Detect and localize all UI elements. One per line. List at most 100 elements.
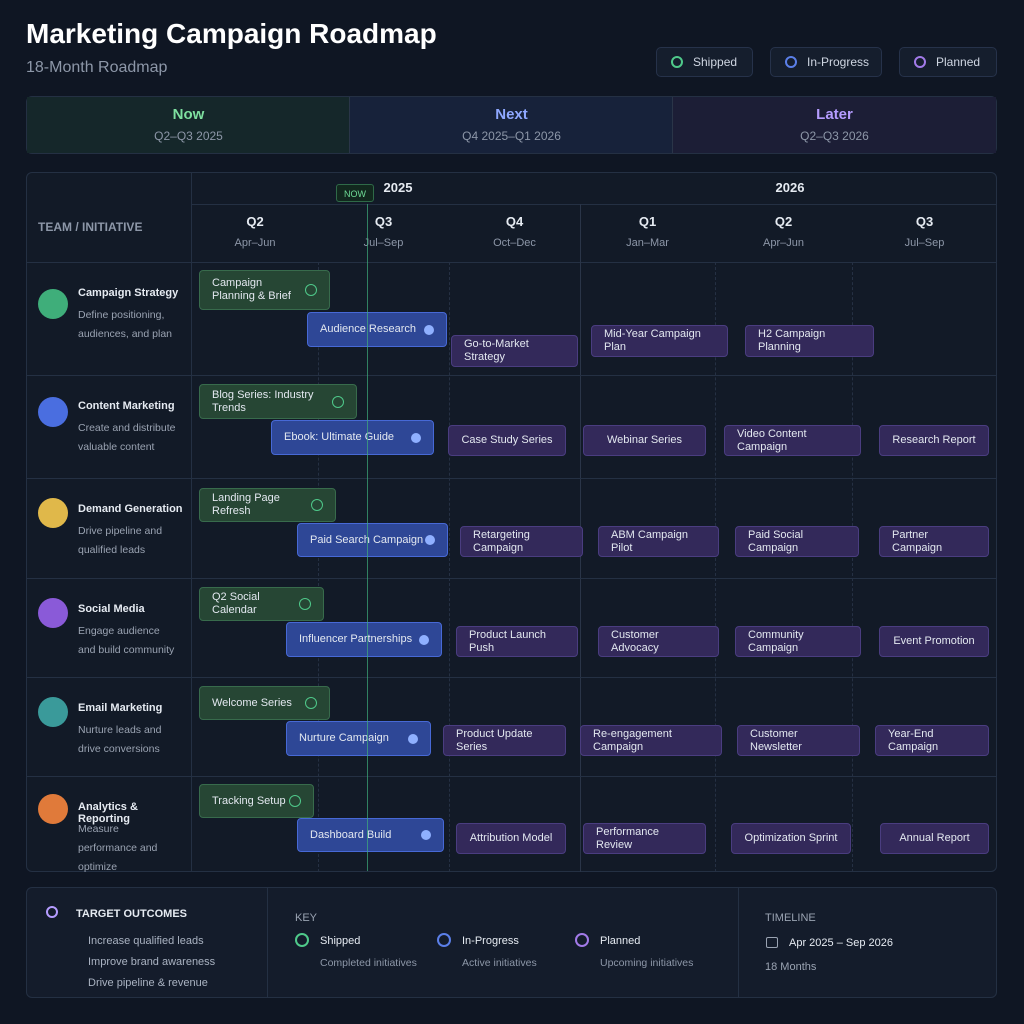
team-description: Nurture leads and drive conversions xyxy=(78,724,162,755)
legend-dot xyxy=(671,56,683,68)
initiative-label: Landing Page Refresh xyxy=(212,492,280,517)
legend-label: Planned xyxy=(936,55,981,69)
grid-line xyxy=(191,172,192,872)
grid-line xyxy=(192,204,997,205)
initiative-bar: Community Campaign xyxy=(735,626,861,657)
phase-bg xyxy=(673,97,996,153)
initiative-bar: Tracking Setup xyxy=(199,784,314,818)
initiative-label: Re-engagement Campaign xyxy=(593,727,672,753)
initiative-label: Annual Report xyxy=(899,832,970,844)
initiative-bar: Go-to-Market Strategy xyxy=(451,335,578,367)
initiative-label: Optimization Sprint xyxy=(744,832,838,844)
initiative-bar: Product Launch Push xyxy=(456,626,578,657)
quarter-label: Q4 xyxy=(505,214,524,229)
initiative-bar: Dashboard Build xyxy=(297,818,444,852)
initiative-bar: Video Content Campaign xyxy=(724,425,861,456)
progress-dot xyxy=(425,535,435,545)
calendar-icon xyxy=(766,937,778,948)
shipped-check xyxy=(332,395,344,408)
initiative-bar: Event Promotion xyxy=(879,626,989,657)
progress-dot xyxy=(421,830,431,840)
initiative-label: ABM Campaign Pilot xyxy=(611,528,689,554)
key-icon xyxy=(295,933,309,947)
quarter-months: Oct–Dec xyxy=(493,237,536,249)
initiative-bar: Performance Review xyxy=(583,823,706,854)
team-description: Define positioning, audiences, and plan xyxy=(78,309,172,340)
grid-line xyxy=(26,578,997,579)
outcomes-icon xyxy=(46,906,58,918)
team-description: Engage audience and build community xyxy=(78,625,175,656)
shipped-check xyxy=(305,697,317,709)
shipped-check xyxy=(289,795,301,807)
legend-dot xyxy=(914,56,926,68)
initiative-bar: Product Update Series xyxy=(443,725,566,756)
initiative-label: Attribution Model xyxy=(469,832,553,844)
key-icon xyxy=(437,933,451,947)
initiative-label: Case Study Series xyxy=(461,434,553,446)
outcome-item: Drive pipeline & revenue xyxy=(88,977,208,989)
quarter-months: Jul–Sep xyxy=(904,237,945,249)
legend-label: Shipped xyxy=(693,55,738,69)
initiative-label: Retargeting Campaign xyxy=(473,528,530,554)
grid-line xyxy=(26,375,997,376)
progress-dot xyxy=(419,634,429,645)
grid-line xyxy=(26,677,997,678)
initiative-label: Ebook: Ultimate Guide xyxy=(284,431,395,443)
now-line xyxy=(367,204,368,871)
quarter-label: Q1 xyxy=(638,214,657,229)
quarter-months: Apr–Jun xyxy=(763,237,804,249)
team-name: Analytics & Reporting xyxy=(78,801,138,825)
outcome-item: Increase qualified leads xyxy=(88,935,204,947)
phase-range: Q2–Q3 2026 xyxy=(800,129,869,143)
key-label: Shipped xyxy=(320,935,361,947)
grid-line xyxy=(267,888,268,997)
initiative-label: Audience Research xyxy=(320,323,417,335)
initiative-bar: H2 Campaign Planning xyxy=(745,325,874,357)
initiative-label: Event Promotion xyxy=(893,635,975,647)
initiative-bar: Q2 Social Calendar xyxy=(199,587,324,621)
initiative-label: Customer Advocacy xyxy=(611,628,659,654)
subtitle: 18-Month Roadmap xyxy=(26,59,168,76)
initiative-label: Influencer Partnerships xyxy=(299,633,413,645)
year-label: 2025 xyxy=(383,180,413,195)
initiative-bar: Influencer Partnerships xyxy=(286,622,442,657)
phase-range: Q2–Q3 2025 xyxy=(154,129,223,143)
initiative-bar: Customer Advocacy xyxy=(598,626,719,657)
phase-range: Q4 2025–Q1 2026 xyxy=(462,129,561,143)
initiative-label: Year-End Campaign xyxy=(888,727,939,753)
initiative-bar: Landing Page Refresh xyxy=(199,488,336,522)
key-label: Planned xyxy=(600,935,641,947)
initiative-bar: Attribution Model xyxy=(456,823,566,854)
shipped-check xyxy=(305,284,317,296)
initiative-bar: ABM Campaign Pilot xyxy=(598,526,719,557)
quarter-label: Q2 xyxy=(774,214,793,229)
initiative-label: Nurture Campaign xyxy=(299,732,389,744)
initiative-label: Performance Review xyxy=(596,825,659,851)
team-icon xyxy=(38,793,68,824)
phase-bg xyxy=(27,97,350,153)
initiative-label: Product Launch Push xyxy=(469,628,547,654)
timeline-range: Apr 2025 – Sep 2026 xyxy=(789,937,893,949)
team-name: Campaign Strategy xyxy=(78,287,179,299)
initiative-bar: Year-End Campaign xyxy=(875,725,989,756)
initiative-bar: Campaign Planning & Brief xyxy=(199,270,330,310)
initiative-label: Customer Newsletter xyxy=(750,727,802,753)
shipped-check xyxy=(311,499,323,511)
grid-line xyxy=(738,888,739,997)
key-title: KEY xyxy=(295,912,318,924)
grid-line xyxy=(26,262,997,263)
initiative-bar: Welcome Series xyxy=(199,686,330,720)
phase-name: Now xyxy=(172,106,205,123)
initiative-bar: Re-engagement Campaign xyxy=(580,725,722,756)
initiative-label: Blog Series: Industry Trends xyxy=(212,388,314,414)
quarter-months: Apr–Jun xyxy=(234,237,276,249)
quarter-months: Jan–Mar xyxy=(626,237,669,249)
initiative-label: Community Campaign xyxy=(748,628,804,654)
team-name: Email Marketing xyxy=(78,702,163,714)
grid-line xyxy=(715,262,716,872)
grid-line xyxy=(449,262,450,872)
team-name: Demand Generation xyxy=(78,503,183,515)
key-desc: Upcoming initiatives xyxy=(600,957,694,969)
initiative-label: Video Content Campaign xyxy=(737,427,807,453)
